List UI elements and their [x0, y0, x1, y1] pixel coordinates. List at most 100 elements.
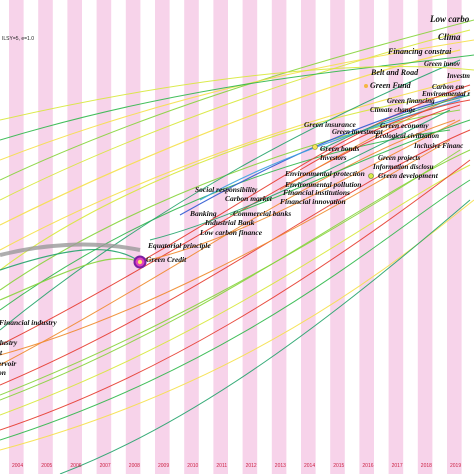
arc-green-credit-trunk — [0, 242, 141, 257]
year-label-2004: 2004 — [12, 463, 23, 469]
year-band-2008 — [125, 0, 141, 474]
keyword-label-green-fund: Green Fund — [370, 81, 412, 90]
parameter-text: ILSY=5, e=1.0 — [2, 36, 34, 42]
year-label-2009: 2009 — [158, 463, 169, 469]
keyword-label-investment: Investm — [446, 72, 471, 80]
arc-30 — [59, 199, 471, 474]
year-label-2018: 2018 — [421, 463, 432, 469]
keyword-label-green-insurance: Green insurance — [304, 120, 357, 129]
year-label-2016: 2016 — [362, 463, 373, 469]
keyword-label-low-carbon-finance: Low carbon finance — [199, 228, 263, 237]
year-label-2015: 2015 — [333, 463, 344, 469]
keyword-label-green-credit: Green Credit — [146, 255, 187, 264]
keyword-label-financial-institutions: Financial institutions — [283, 188, 350, 197]
co-occurrence-arcs — [0, 19, 474, 474]
arc-0 — [0, 79, 461, 251]
arc-19 — [139, 84, 471, 263]
keyword-label-banking: Banking — [189, 209, 217, 218]
keyword-label-ecological-civilization: Ecological civilization — [374, 132, 439, 140]
keyword-label-investors: Investors — [319, 154, 347, 162]
node-green-development — [368, 173, 374, 179]
year-band-2005 — [38, 0, 53, 474]
keyword-label-green-investment: Green investment — [332, 128, 384, 136]
keyword-labels: Low carbo Clima Financing constrai Green in… — [0, 14, 471, 377]
keyword-label-financial-industry: Financial industry — [0, 318, 57, 327]
arc-20 — [149, 109, 451, 241]
year-band-2012 — [242, 0, 258, 474]
keyword-label-industrial-bank: Industrial Bank — [204, 218, 255, 227]
arc-18 — [139, 119, 461, 263]
year-band-2014 — [301, 0, 316, 474]
arc-23 — [229, 119, 471, 216]
arc-28 — [0, 149, 461, 396]
keyword-label-commercial-banks: Commercial banks — [233, 209, 291, 218]
year-label-2014: 2014 — [304, 463, 315, 469]
year-label-2013: 2013 — [275, 463, 286, 469]
year-axis: 2004 2005 2006 2007 2008 2009 2010 2011 2012 2013… — [12, 463, 461, 469]
keyword-label-financial-innovation: Financial innovation — [280, 197, 346, 206]
arc-32 — [0, 257, 141, 301]
keyword-label-green-projects: Green projects — [378, 154, 420, 162]
year-label-2008: 2008 — [129, 463, 140, 469]
arc-27 — [0, 159, 471, 431]
year-band-2007 — [96, 0, 112, 474]
keyword-label-green-financing: Green financing — [387, 97, 435, 105]
keyword-label-low-carbon: Low carbo — [429, 14, 470, 24]
arc-26 — [319, 94, 471, 151]
year-band-2006 — [67, 0, 82, 474]
arc-6 — [0, 119, 456, 366]
node-green-credit-core — [137, 259, 143, 265]
year-band-2019 — [447, 0, 462, 474]
year-label-2017: 2017 — [392, 463, 403, 469]
keyword-label-green-bonds: Green bonds — [320, 144, 359, 153]
arc-12 — [0, 49, 461, 226]
keyword-label-green-economy: Green economy — [380, 121, 429, 130]
keyword-label-information-disclosure: Information disclosu — [372, 163, 434, 171]
arc-16 — [0, 54, 474, 141]
keyword-label-climate: Clima — [438, 32, 461, 42]
arc-25 — [299, 99, 471, 171]
keyword-label-financing-constraints: Financing constrai — [387, 47, 452, 56]
keyword-label-climate-change: Climate change — [370, 106, 415, 114]
arc-10 — [0, 179, 471, 441]
year-label-2007: 2007 — [100, 463, 111, 469]
arc-15 — [0, 39, 474, 161]
keyword-label-social-responsibility: Social responsibility — [195, 185, 258, 194]
year-bands — [9, 0, 462, 474]
year-label-2019: 2019 — [450, 463, 461, 469]
year-band-2016 — [359, 0, 374, 474]
keyword-label-industry: dustry — [0, 338, 18, 347]
keyword-label-green-innovation: Green innov — [424, 60, 461, 68]
arc-4 — [0, 59, 461, 331]
year-label-2011: 2011 — [216, 463, 227, 469]
year-label-2012: 2012 — [246, 463, 257, 469]
year-band-2004 — [9, 0, 24, 474]
keyword-label-environmental-regulation: Environmental r — [421, 90, 470, 98]
keyword-label-belt-and-road: Belt and Road — [370, 68, 419, 77]
arc-29 — [0, 139, 451, 356]
keyword-label-frag-t: t — [0, 348, 3, 357]
year-label-2010: 2010 — [187, 463, 198, 469]
keyword-label-inclusive-finance: Inclusive Financ — [413, 142, 463, 150]
arc-13 — [0, 29, 471, 201]
keyword-label-frag-on: on — [0, 368, 6, 377]
year-band-2018 — [417, 0, 433, 474]
year-band-2013 — [271, 0, 287, 474]
keyword-label-reservoir: ervoir — [0, 359, 16, 368]
keyword-label-equatorial-principle: Equatorial principle — [147, 241, 211, 250]
arc-9 — [0, 164, 471, 416]
arc-17 — [0, 66, 474, 121]
node-green-bonds — [312, 144, 318, 150]
arc-31 — [0, 248, 141, 271]
arc-11 — [0, 199, 474, 451]
keyword-label-green-development: Green development — [378, 171, 439, 180]
keyword-nodes — [133, 84, 374, 269]
keyword-label-carbon-market: Carbon market — [225, 194, 273, 203]
year-label-2006: 2006 — [70, 463, 81, 469]
arc-1 — [0, 94, 456, 271]
year-band-2010 — [184, 0, 199, 474]
year-label-2005: 2005 — [41, 463, 52, 469]
node-green-fund — [364, 84, 368, 88]
